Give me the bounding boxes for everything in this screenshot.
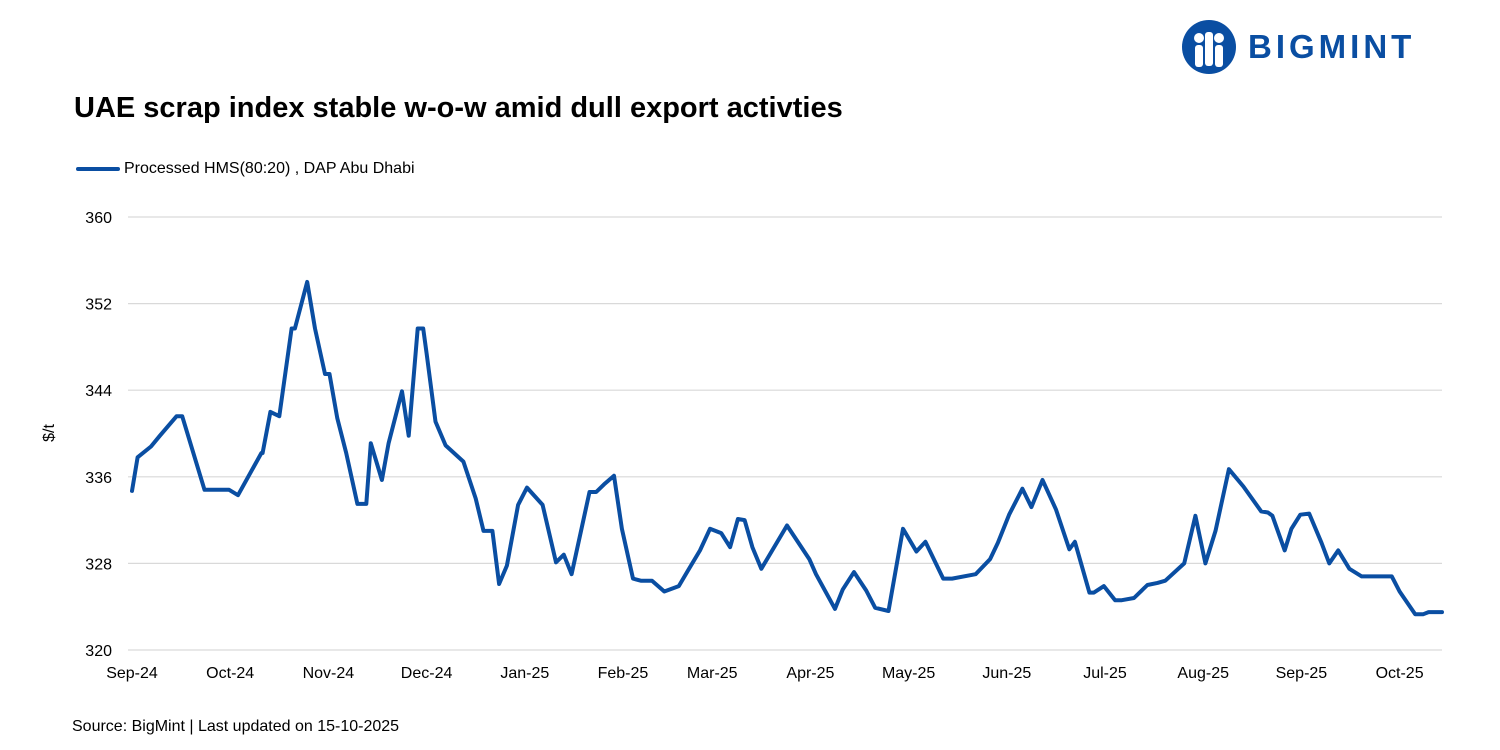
x-tick-label: Jan-25 xyxy=(500,665,549,682)
series-line xyxy=(130,279,1444,617)
x-tick-label: Oct-25 xyxy=(1376,665,1424,682)
x-tick-label: Aug-25 xyxy=(1177,665,1229,682)
y-tick-label: 328 xyxy=(85,556,112,573)
chart-title: UAE scrap index stable w-o-w amid dull e… xyxy=(74,92,843,124)
x-tick-label: Sep-24 xyxy=(106,665,158,682)
logo-emblem-icon xyxy=(1182,20,1236,74)
logo-wordmark: BIGMINT xyxy=(1248,28,1416,65)
y-tick-label: 320 xyxy=(85,643,112,660)
series-group xyxy=(130,279,1444,617)
x-tick-label: Apr-25 xyxy=(786,665,834,682)
legend-label: Processed HMS(80:20) , DAP Abu Dhabi xyxy=(124,160,415,177)
x-tick-label: Feb-25 xyxy=(598,665,649,682)
source-note: Source: BigMint | Last updated on 15-10-… xyxy=(72,718,400,735)
x-tick-label: Jun-25 xyxy=(982,665,1031,682)
x-tick-label: Nov-24 xyxy=(303,665,355,682)
y-axis-label: $/t xyxy=(41,424,58,442)
y-axis-ticks: 320 328 336 344 352 360 xyxy=(85,210,112,660)
x-tick-label: Sep-25 xyxy=(1276,665,1328,682)
y-tick-label: 352 xyxy=(85,297,112,314)
y-tick-label: 344 xyxy=(85,383,112,400)
x-tick-label: Dec-24 xyxy=(401,665,453,682)
gridlines xyxy=(128,216,1442,651)
y-tick-label: 336 xyxy=(85,470,112,487)
x-tick-label: Jul-25 xyxy=(1083,665,1127,682)
x-axis-ticks: Sep-24 Oct-24 Nov-24 Dec-24 Jan-25 Feb-25 Mar-… xyxy=(106,665,1424,682)
x-tick-label: May-25 xyxy=(882,665,935,682)
x-tick-label: Oct-24 xyxy=(206,665,254,682)
y-tick-label: 360 xyxy=(85,210,112,227)
chart-legend: Processed HMS(80:20) , DAP Abu Dhabi xyxy=(76,160,415,178)
brand-logo: BIGMINT xyxy=(1180,18,1470,76)
legend-swatch xyxy=(76,167,120,171)
x-tick-label: Mar-25 xyxy=(687,665,738,682)
